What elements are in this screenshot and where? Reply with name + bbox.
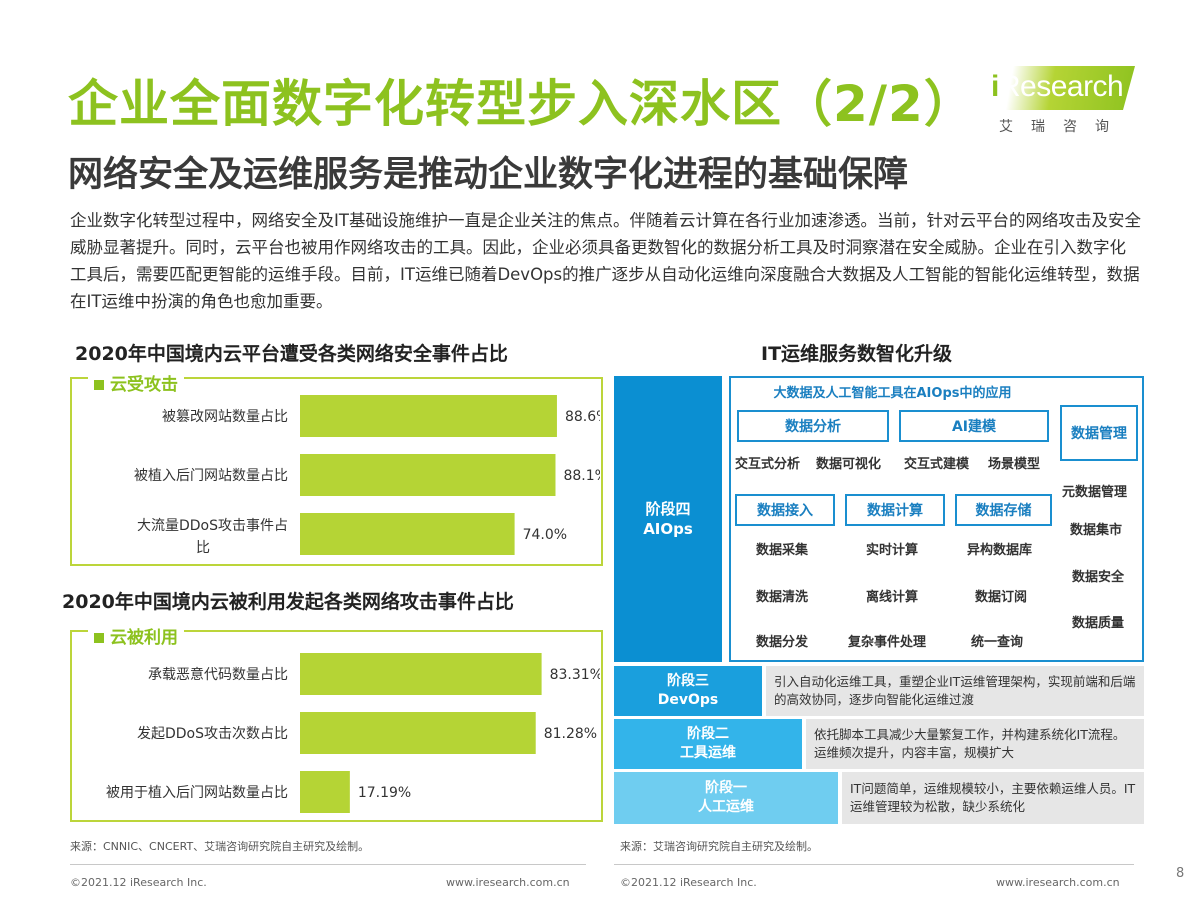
- bar-1: [300, 653, 542, 695]
- chart2-svg: 承载恶意代码数量占比 83.31% 发起DDoS攻击次数占比 81.28% 被用于植入后…: [106, 653, 600, 813]
- website-left: www.iresearch.com.cn: [446, 876, 570, 889]
- bar-2: [300, 712, 536, 754]
- item-data-subscription: 数据订阅: [975, 590, 1028, 605]
- footer-rule-left: [70, 864, 586, 865]
- it-diagram-title: IT运维服务数智化升级: [761, 343, 953, 365]
- category-label-1: 承载恶意代码数量占比: [148, 666, 288, 683]
- chart2-panel: [70, 630, 603, 822]
- stage3-block: 阶段三 DevOps: [614, 666, 762, 716]
- item-data-mart: 数据集市: [1070, 523, 1123, 538]
- intro-paragraph: 企业数字化转型过程中，网络安全及IT基础设施维护一直是企业关注的焦点。伴随着云计…: [70, 211, 1141, 311]
- stage1-label: 阶段一: [705, 780, 747, 796]
- page-number: 8: [1176, 866, 1185, 881]
- item-unified-query: 统一查询: [971, 635, 1024, 650]
- item-offline-compute: 离线计算: [866, 590, 919, 605]
- category-label-1: 被篡改网站数量占比: [162, 408, 288, 425]
- item-data-distribution: 数据分发: [756, 635, 809, 650]
- logo-wordmark: iResearch: [991, 70, 1124, 103]
- stage4-label: 阶段四: [645, 500, 691, 518]
- category-label-3: 被用于植入后门网站数量占比: [106, 785, 288, 801]
- category-label-2: 发起DDoS攻击次数占比: [137, 726, 288, 742]
- box-data-management: 数据管理: [1060, 405, 1138, 461]
- box-data-storage: 数据存储: [955, 494, 1052, 526]
- item-heterogeneous-db: 异构数据库: [967, 543, 1033, 558]
- category-label-3: 大流量DDoS攻击事件占比: [137, 518, 288, 556]
- stage3-description: 引入自动化运维工具，重塑企业IT运维管理架构，实现前端和后端的高效协同，逐步向智…: [766, 666, 1144, 716]
- stage3-label: 阶段三: [667, 673, 709, 689]
- chart1-panel: [70, 377, 603, 566]
- logo-badge: [985, 66, 1135, 110]
- chart1-svg: 被篡改网站数量占比 88.6% 被植入后门网站数量占比 88.1% 大流量DDoS攻击事…: [134, 395, 600, 556]
- stage4-name: AIOps: [643, 520, 693, 538]
- copyright-right: ©2021.12 iResearch Inc.: [620, 876, 757, 889]
- stage1-block: 阶段一 人工运维: [614, 772, 838, 824]
- value-label-1: 83.31%: [550, 667, 600, 683]
- item-interactive-modeling: 交互式建模: [904, 457, 970, 472]
- stage2-description: 依托脚本工具减少大量繁复工作，并构建系统化IT流程。运维频次提升，内容丰富，规模…: [806, 719, 1144, 769]
- item-data-cleansing: 数据清洗: [756, 590, 809, 605]
- aiops-header: 大数据及人工智能工具在AIOps中的应用: [773, 386, 1012, 401]
- bar-2: [300, 454, 556, 496]
- item-interactive-analysis: 交互式分析: [735, 457, 801, 472]
- item-realtime-compute: 实时计算: [866, 543, 919, 558]
- website-right: www.iresearch.com.cn: [996, 876, 1120, 889]
- bar-3: [300, 513, 515, 555]
- stage2-block: 阶段二 工具运维: [614, 719, 802, 769]
- value-label-2: 88.1%: [563, 468, 600, 484]
- value-label-2: 81.28%: [544, 726, 597, 742]
- box-ai-modeling: AI建模: [899, 410, 1049, 442]
- chart1-title: 2020年中国境内云平台遭受各类网络安全事件占比: [75, 343, 508, 365]
- stage1-description: IT问题简单，运维规模较小，主要依赖运维人员。IT运维管理较为松散，缺少系统化: [842, 772, 1144, 824]
- source-left: 来源：CNNIC、CNCERT、艾瑞咨询研究院自主研究及绘制。: [70, 840, 370, 853]
- item-data-visualization: 数据可视化: [816, 457, 882, 472]
- category-label-2: 被植入后门网站数量占比: [134, 468, 288, 484]
- item-complex-event: 复杂事件处理: [848, 635, 927, 650]
- stage1-name: 人工运维: [698, 799, 754, 815]
- chart2-group-label: 云被利用: [88, 623, 184, 648]
- box-data-analysis: 数据分析: [737, 410, 889, 442]
- box-data-compute: 数据计算: [845, 494, 945, 526]
- item-data-collection: 数据采集: [756, 543, 809, 558]
- bar-1: [300, 395, 557, 437]
- aiops-frame: [729, 376, 1144, 662]
- value-label-3: 74.0%: [523, 527, 567, 543]
- item-data-security: 数据安全: [1072, 570, 1125, 585]
- chart1-group-label: 云受攻击: [88, 370, 184, 395]
- item-scenario-model: 场景模型: [988, 457, 1041, 472]
- page-subtitle: 网络安全及运维服务是推动企业数字化进程的基础保障: [68, 155, 909, 195]
- stage3-name: DevOps: [657, 692, 719, 708]
- stage2-name: 工具运维: [680, 745, 736, 761]
- item-metadata-mgmt: 元数据管理: [1062, 485, 1128, 500]
- source-right: 来源：艾瑞咨询研究院自主研究及绘制。: [620, 840, 818, 853]
- value-label-1: 88.6%: [565, 409, 600, 425]
- page-title: 企业全面数字化转型步入深水区（2/2）: [68, 75, 975, 133]
- bar-3: [300, 771, 350, 813]
- chart2-title: 2020年中国境内云被利用发起各类网络攻击事件占比: [62, 591, 514, 613]
- box-data-ingest: 数据接入: [735, 494, 835, 526]
- item-data-quality: 数据质量: [1072, 616, 1125, 631]
- footer-rule-right: [614, 864, 1134, 865]
- iresearch-logo: iResearch 艾瑞咨询: [985, 60, 1145, 140]
- copyright-left: ©2021.12 iResearch Inc.: [70, 876, 207, 889]
- logo-chinese-name: 艾瑞咨询: [999, 119, 1127, 135]
- value-label-3: 17.19%: [358, 785, 411, 801]
- stage4-block: 阶段四 AIOps: [614, 376, 722, 662]
- stage2-label: 阶段二: [687, 726, 729, 742]
